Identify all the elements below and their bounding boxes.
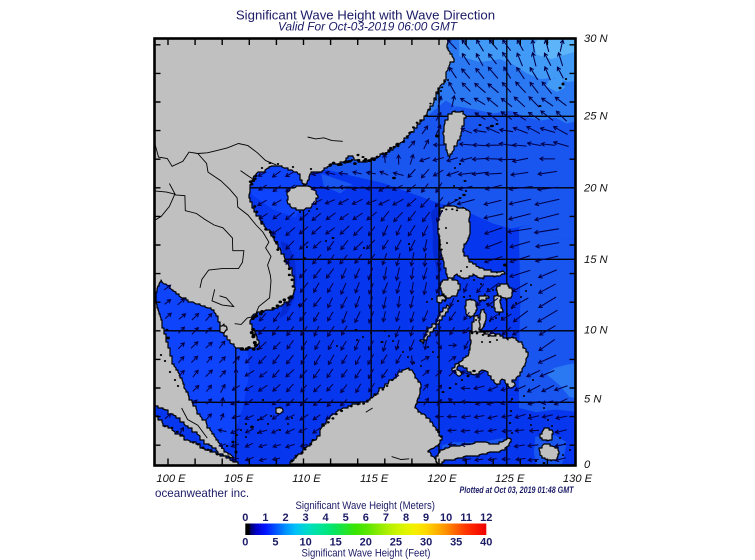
- svg-text:20 N: 20 N: [583, 183, 609, 195]
- svg-text:5 N: 5 N: [584, 394, 602, 406]
- svg-text:105 E: 105 E: [224, 473, 254, 485]
- svg-text:12: 12: [480, 512, 492, 524]
- svg-text:5: 5: [343, 512, 349, 524]
- svg-text:0: 0: [584, 459, 591, 471]
- svg-text:30 N: 30 N: [584, 33, 609, 45]
- svg-text:8: 8: [403, 512, 409, 524]
- svg-text:0: 0: [242, 537, 248, 549]
- svg-text:5: 5: [272, 537, 278, 549]
- svg-text:9: 9: [423, 512, 429, 524]
- svg-text:Plotted at Oct 03, 2019 01:48: Plotted at Oct 03, 2019 01:48 GMT: [460, 485, 575, 495]
- svg-text:0: 0: [242, 512, 248, 524]
- svg-text:1: 1: [262, 512, 268, 524]
- svg-text:11: 11: [460, 512, 472, 524]
- svg-text:20: 20: [360, 537, 372, 549]
- svg-text:10 N: 10 N: [584, 325, 609, 337]
- svg-text:120 E: 120 E: [427, 473, 457, 485]
- svg-text:4: 4: [323, 512, 330, 524]
- svg-text:40: 40: [480, 537, 492, 549]
- svg-text:10: 10: [299, 537, 311, 549]
- svg-text:2: 2: [282, 512, 288, 524]
- svg-text:130 E: 130 E: [563, 473, 593, 485]
- svg-text:25: 25: [390, 537, 402, 549]
- svg-text:125 E: 125 E: [495, 473, 525, 485]
- svg-text:15 N: 15 N: [584, 254, 609, 266]
- svg-text:25 N: 25 N: [583, 111, 609, 123]
- svg-text:Valid For Oct-03-2019 06:00 GM: Valid For Oct-03-2019 06:00 GMT: [278, 22, 458, 34]
- svg-text:6: 6: [363, 512, 369, 524]
- svg-text:10: 10: [440, 512, 452, 524]
- svg-text:oceanweather inc.: oceanweather inc.: [155, 487, 249, 500]
- svg-text:7: 7: [383, 512, 389, 524]
- svg-text:Significant Wave Height with W: Significant Wave Height with Wave Direct…: [236, 8, 495, 23]
- svg-text:Significant Wave Height (Meter: Significant Wave Height (Meters): [296, 500, 436, 512]
- svg-text:100 E: 100 E: [156, 473, 186, 485]
- svg-text:115 E: 115 E: [360, 473, 389, 485]
- svg-text:3: 3: [302, 512, 308, 524]
- svg-text:15: 15: [330, 537, 342, 549]
- svg-text:110 E: 110 E: [292, 473, 321, 485]
- svg-text:Significant Wave Height (Feet): Significant Wave Height (Feet): [302, 548, 431, 560]
- svg-text:35: 35: [450, 537, 462, 549]
- svg-text:30: 30: [420, 537, 432, 549]
